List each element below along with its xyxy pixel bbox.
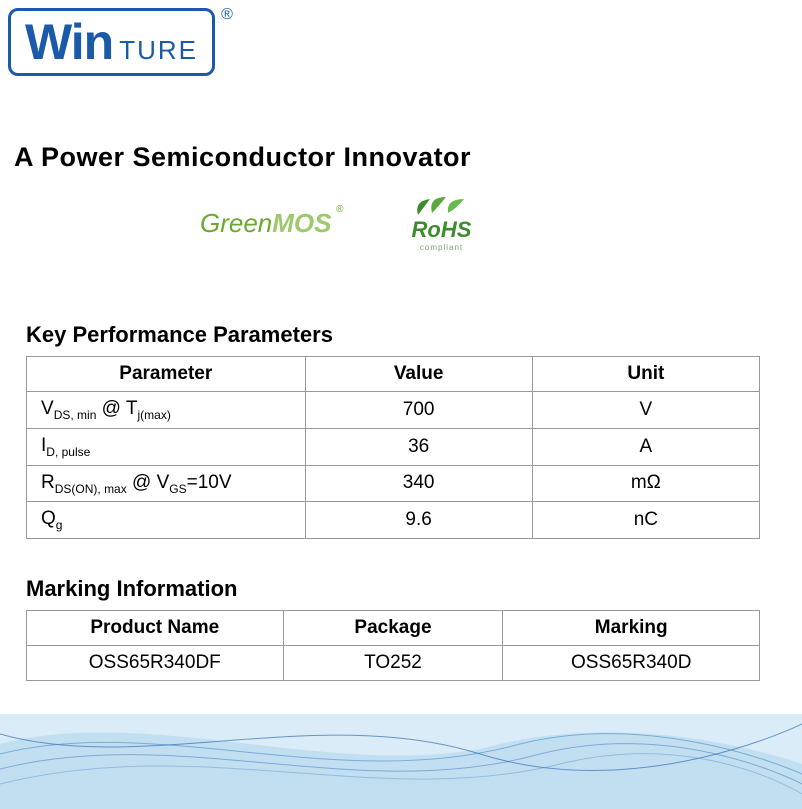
greenmos-part1: Green [200,208,272,238]
cell-package: TO252 [283,646,503,681]
cell-unit: nC [532,502,759,539]
col-unit: Unit [532,357,759,392]
wave-footer-icon [0,714,802,809]
greenmos-part2: MOS [272,208,331,238]
table-row: ID, pulse36A [27,428,760,465]
kpp-table: Parameter Value Unit VDS, min @ Tj(max)7… [26,356,760,539]
cell-unit: mΩ [532,465,759,502]
cell-value: 340 [305,465,532,502]
logo-text-ture: TURE [119,35,198,66]
cell-unit: V [532,392,759,429]
kpp-title: Key Performance Parameters [26,322,760,348]
marking-table: Product Name Package Marking OSS65R340DF… [26,610,760,681]
marking-tbody: OSS65R340DFTO252OSS65R340D [27,646,760,681]
table-row: RDS(ON), max @ VGS=10V340mΩ [27,465,760,502]
cell-value: 9.6 [305,502,532,539]
marking-title: Marking Information [26,576,760,602]
cell-parameter: ID, pulse [27,428,306,465]
table-row: Qg9.6nC [27,502,760,539]
table-row: VDS, min @ Tj(max)700V [27,392,760,429]
cell-parameter: VDS, min @ Tj(max) [27,392,306,429]
table-header-row: Product Name Package Marking [27,611,760,646]
col-value: Value [305,357,532,392]
cell-value: 36 [305,428,532,465]
rohs-text: RoHS [412,217,472,243]
leaf-icon [412,195,472,217]
cell-product: OSS65R340DF [27,646,284,681]
cell-marking: OSS65R340D [503,646,760,681]
badges-row: GreenMOS ® RoHS compliant [200,195,472,252]
tagline-text: A Power Semiconductor Innovator [14,142,471,173]
marking-section: Marking Information Product Name Package… [26,576,760,681]
logo-text-win: Win [25,17,113,67]
col-parameter: Parameter [27,357,306,392]
cell-parameter: RDS(ON), max @ VGS=10V [27,465,306,502]
greenmos-badge: GreenMOS ® [200,208,332,239]
rohs-subtext: compliant [420,243,463,252]
table-row: OSS65R340DFTO252OSS65R340D [27,646,760,681]
col-product-name: Product Name [27,611,284,646]
cell-unit: A [532,428,759,465]
logo-region: Win TURE ® [8,8,215,76]
greenmos-registered-icon: ® [336,204,343,215]
col-marking: Marking [503,611,760,646]
cell-parameter: Qg [27,502,306,539]
registered-icon: ® [221,6,233,24]
page-root: Win TURE ® A Power Semiconductor Innovat… [0,0,802,809]
kpp-section: Key Performance Parameters Parameter Val… [26,322,760,539]
col-package: Package [283,611,503,646]
kpp-tbody: VDS, min @ Tj(max)700VID, pulse36ARDS(ON… [27,392,760,539]
table-header-row: Parameter Value Unit [27,357,760,392]
rohs-badge: RoHS compliant [412,195,472,252]
logo-box: Win TURE [8,8,215,76]
cell-value: 700 [305,392,532,429]
